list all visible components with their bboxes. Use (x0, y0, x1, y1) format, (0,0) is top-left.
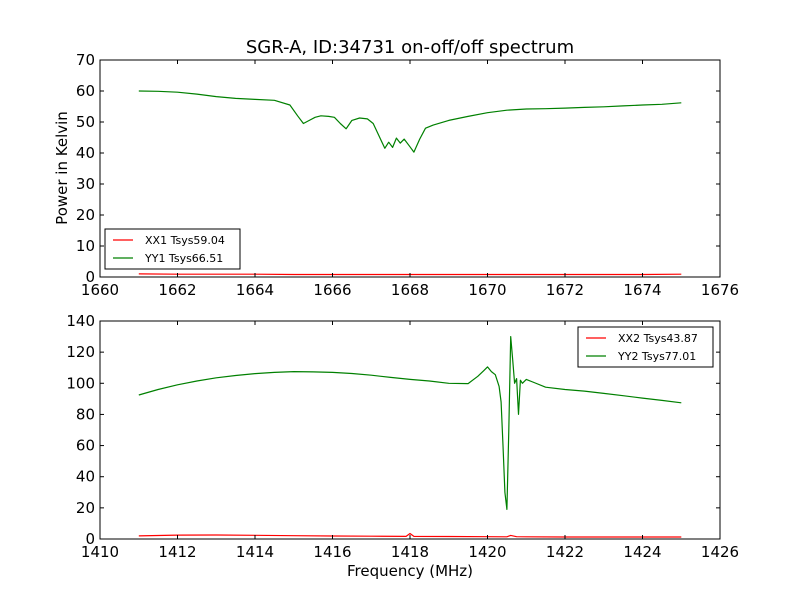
y-tick-label: 80 (76, 405, 95, 423)
x-tick-label: 1674 (623, 281, 661, 299)
x-axis-label: Frequency (MHz) (347, 562, 473, 580)
x-tick-label: 1412 (158, 543, 196, 561)
y-tick-label: 20 (76, 206, 95, 224)
x-tick-label: 1670 (468, 281, 506, 299)
y-tick-label: 10 (76, 237, 95, 255)
y-tick-label: 40 (76, 144, 95, 162)
y-tick-label: 20 (76, 499, 95, 517)
legend-entry: XX1 Tsys59.04 (145, 234, 225, 247)
legend-entry: XX2 Tsys43.87 (618, 332, 698, 345)
y-tick-label: 40 (76, 468, 95, 486)
y-tick-label: 0 (85, 268, 95, 286)
x-tick-label: 1676 (701, 281, 739, 299)
legend-entry: YY1 Tsys66.51 (144, 252, 223, 265)
x-tick-label: 1414 (236, 543, 274, 561)
x-tick-label: 1410 (81, 543, 119, 561)
x-tick-label: 1424 (623, 543, 661, 561)
y-tick-label: 60 (76, 437, 95, 455)
x-tick-label: 1418 (391, 543, 429, 561)
x-tick-label: 1666 (313, 281, 351, 299)
x-tick-label: 1660 (81, 281, 119, 299)
y-axis-label: Power in Kelvin (53, 111, 71, 225)
top-panel: 1660 1662 1664 1666 1668 1670 1672 1674 1676 0 10 2… (76, 51, 739, 299)
x-tick-label: 1662 (158, 281, 196, 299)
series-line-green (138, 336, 682, 510)
y-tick-label: 70 (76, 51, 95, 69)
x-tick-label: 1420 (468, 543, 506, 561)
x-tick-label: 1664 (236, 281, 274, 299)
series-line-red (138, 532, 682, 538)
x-tick-label: 1672 (546, 281, 584, 299)
x-tick-label: 1416 (313, 543, 351, 561)
y-tick-label: 60 (76, 82, 95, 100)
x-tick-label: 1668 (391, 281, 429, 299)
y-tick-label: 30 (76, 175, 95, 193)
legend-entry: YY2 Tsys77.01 (617, 350, 696, 363)
series-line-green (138, 90, 682, 153)
bottom-panel: 1410 1412 1414 1416 1418 1420 1422 1424 1426 0 20 4… (66, 312, 739, 561)
legend-box (104, 228, 241, 270)
y-tick-label: 140 (66, 312, 95, 330)
y-tick-label: 0 (85, 530, 95, 548)
x-tick-label: 1426 (701, 543, 739, 561)
legend-box (577, 326, 714, 368)
y-tick-label: 50 (76, 113, 95, 131)
chart-title: SGR-A, ID:34731 on-off/off spectrum (246, 37, 574, 58)
y-tick-label: 120 (66, 343, 95, 361)
x-tick-label: 1422 (546, 543, 584, 561)
y-tick-label: 100 (66, 374, 95, 392)
